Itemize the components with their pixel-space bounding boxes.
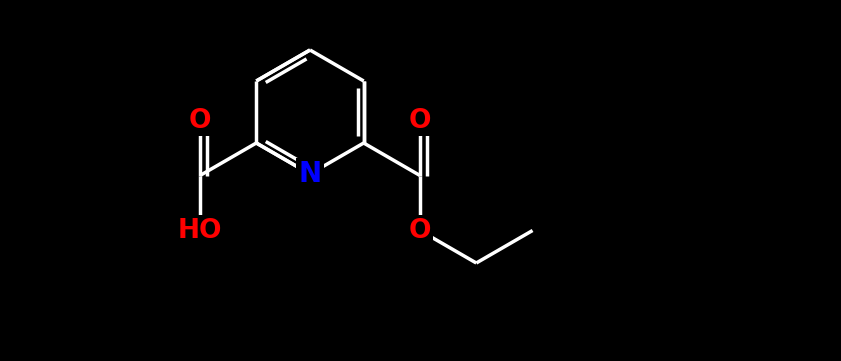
Text: HO: HO	[177, 217, 222, 244]
Text: O: O	[188, 108, 211, 134]
Text: N: N	[299, 160, 321, 188]
Text: O: O	[409, 217, 431, 244]
Text: O: O	[409, 108, 431, 134]
